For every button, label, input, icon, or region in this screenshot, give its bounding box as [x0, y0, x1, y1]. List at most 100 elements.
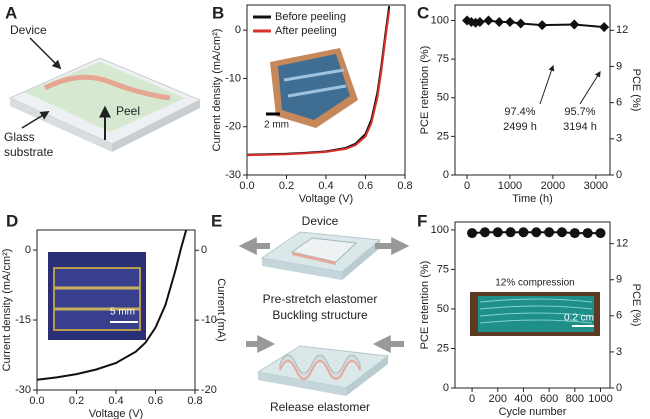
diagram-a: A Device Peel Glass substrate: [4, 3, 202, 159]
y2-axis-label: PCE (%): [630, 284, 642, 327]
data-point: [531, 227, 542, 238]
data-point: [569, 228, 580, 239]
x-tick-label: 0.8: [397, 180, 412, 192]
x-tick-label: 3000: [584, 180, 608, 192]
x-tick-label: 1000: [588, 393, 612, 405]
panel-letter: C: [417, 3, 429, 22]
data-point: [504, 17, 515, 27]
x-tick-label: 0.4: [318, 180, 333, 192]
x-axis-label: Voltage (V): [89, 408, 143, 419]
y-tick-label: 0: [443, 382, 449, 394]
inset-label: 5 mm: [110, 307, 135, 318]
y-tick-label: 50: [437, 92, 449, 104]
x-axis-label: Cycle number: [499, 406, 567, 418]
y-tick-label: 0: [25, 244, 31, 256]
panel-letter: F: [417, 211, 427, 230]
diagram-label: Buckling structure: [272, 308, 368, 322]
inset-label: 12% compression: [495, 278, 574, 289]
data-point: [479, 227, 490, 238]
y2-axis-label: Current (mA): [215, 278, 227, 342]
x-tick-label: 0.2: [279, 180, 294, 192]
x-tick-label: 0.4: [108, 395, 123, 407]
y-tick-label: -30: [15, 384, 31, 396]
chart: F0 200 400 600 800 10000255075100036912Cycle …: [417, 211, 642, 417]
x-tick-label: 2000: [541, 180, 565, 192]
data-point: [474, 17, 485, 27]
diagram-label: Pre-stretch elastomer: [263, 292, 378, 306]
y2-tick-label: 12: [616, 24, 628, 36]
data-point: [595, 228, 606, 239]
x-axis-label: Time (h): [512, 193, 553, 205]
annotation-arrow: [579, 70, 601, 105]
x-tick-label: 0.6: [358, 180, 373, 192]
series-line: [37, 230, 188, 381]
panel-letter: A: [5, 3, 17, 22]
y-axis-label: PCE retention (%): [419, 46, 431, 135]
chart: D 0.0 0.2 0.4 0.6 0.8 0 -15 -30 0 -10 -20 Voltage (V…: [1, 211, 227, 419]
diagram-e: E Device Pre-stretch elastomer Buckling …: [211, 211, 410, 414]
x-tick-label: 0: [464, 180, 470, 192]
annotation-arrow: [539, 64, 555, 105]
x-tick-label: 400: [514, 393, 532, 405]
y2-tick-label: 6: [616, 310, 622, 322]
diagram-label: substrate: [4, 145, 54, 159]
x-tick-label: 0.0: [239, 180, 254, 192]
annotation: 3194 h: [563, 121, 597, 133]
data-point: [467, 228, 478, 239]
y2-tick-label: 12: [616, 238, 628, 250]
x-tick-label: 200: [489, 393, 507, 405]
y-tick-label: 50: [437, 303, 449, 315]
x-tick-label: 0: [469, 393, 475, 405]
x-tick-label: 0.2: [69, 395, 84, 407]
y2-tick-label: 6: [616, 97, 622, 109]
diagram-label: Release elastomer: [270, 400, 370, 414]
x-tick-label: 0.0: [29, 395, 44, 407]
y2-tick-label: 3: [616, 346, 622, 358]
y-tick-label: 75: [437, 53, 449, 65]
legend-label: After peeling: [275, 25, 337, 37]
data-point: [483, 15, 494, 26]
inset-label: 0.2 cm: [564, 313, 594, 324]
data-point: [515, 18, 526, 29]
y2-tick-label: 3: [616, 133, 622, 145]
y-tick-label: -10: [225, 72, 241, 84]
inset-photo: [48, 252, 146, 340]
y-tick-label: -30: [225, 169, 241, 181]
x-tick-label: 0.6: [148, 395, 163, 407]
y2-tick-label: -10: [201, 314, 217, 326]
data-point: [582, 228, 593, 239]
y-axis-label: Current density (mA/cm²): [1, 249, 13, 372]
y-tick-label: 25: [437, 130, 449, 142]
x-tick-label: 600: [540, 393, 558, 405]
y-tick-label: -20: [225, 121, 241, 133]
series-line: [247, 10, 391, 157]
y2-tick-label: -20: [201, 384, 217, 396]
y2-tick-label: 0: [616, 382, 622, 394]
data-point: [544, 227, 555, 238]
data-point: [518, 227, 529, 238]
y2-tick-label: 9: [616, 274, 622, 286]
y2-tick-label: 0: [201, 244, 207, 256]
data-point: [556, 227, 567, 238]
data-point: [599, 22, 610, 33]
annotation: 95.7%: [564, 106, 595, 118]
x-tick-label: 0.8: [187, 395, 202, 407]
chart: B 0.0 0.2 0.4 0.6 0.8 0 -10 -20 -30 Voltage (V) Cur…: [211, 3, 413, 204]
y-tick-label: -15: [15, 314, 31, 326]
y-axis-label: PCE retention (%): [419, 261, 431, 350]
diagram-label: Glass: [4, 130, 35, 144]
data-point: [505, 227, 516, 238]
plot-frame: [454, 221, 611, 389]
y2-tick-label: 0: [616, 169, 622, 181]
y-axis-label: Current density (mA/cm²): [211, 29, 223, 152]
y-tick-label: 25: [437, 342, 449, 354]
data-point: [537, 20, 548, 31]
y2-tick-label: 9: [616, 60, 622, 72]
y-tick-label: 100: [431, 224, 449, 236]
diagram-label: Device: [10, 23, 47, 37]
legend-label: Before peeling: [275, 11, 346, 23]
panel-letter: D: [6, 211, 18, 230]
inset-label: 2 mm: [264, 120, 289, 131]
